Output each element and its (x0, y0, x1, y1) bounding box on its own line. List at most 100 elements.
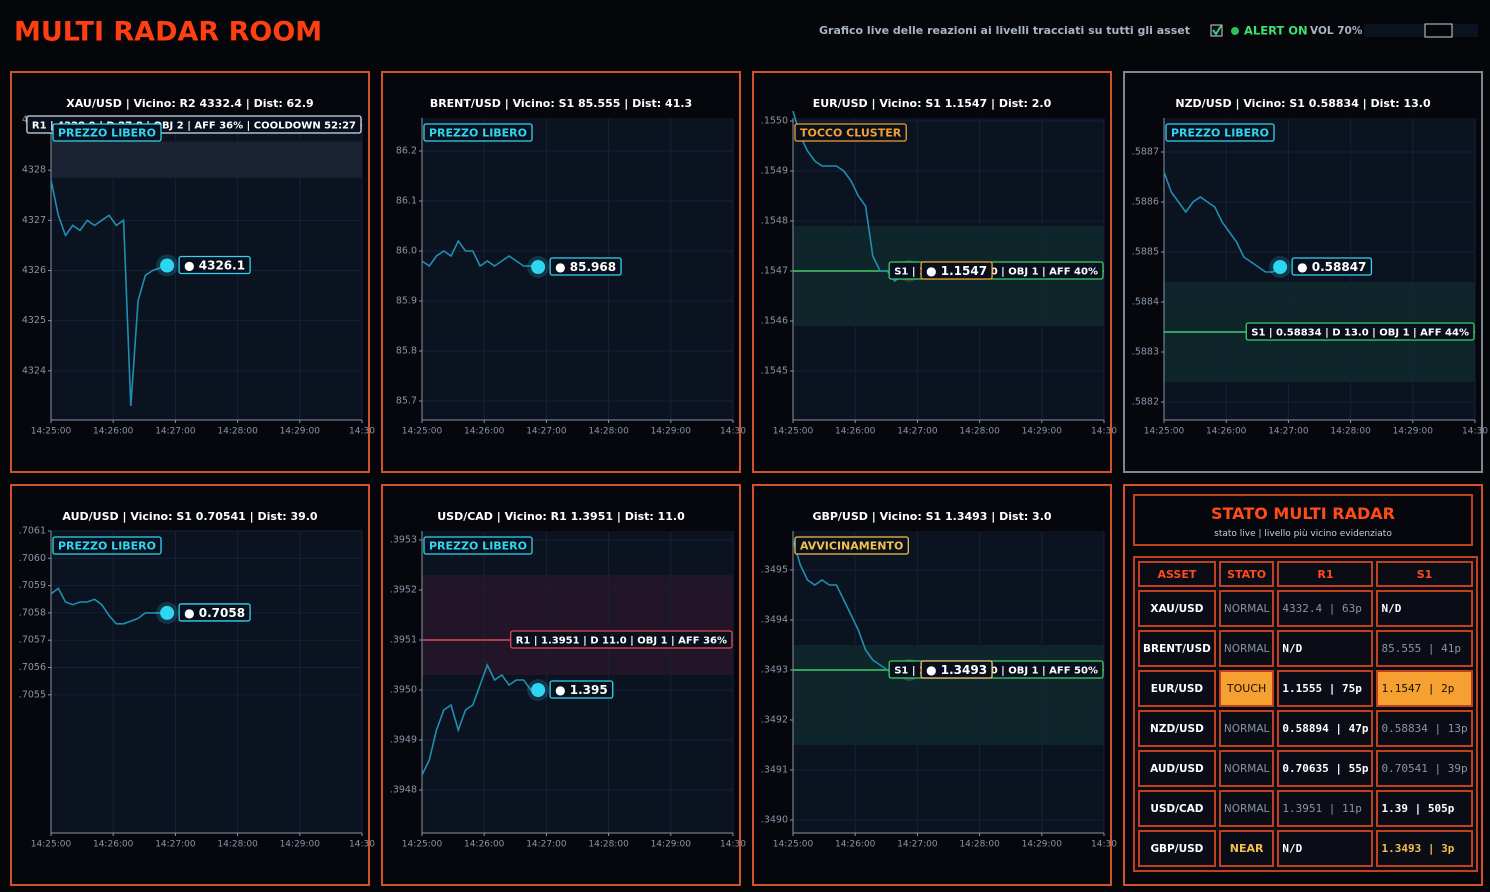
y-tick-label: .3951 (390, 635, 417, 646)
table-row: XAU/USD NORMAL 4332.4 | 63p N/D (1138, 590, 1473, 627)
table-row: EUR/USD TOUCH 1.1555 | 75p 1.1547 | 2p (1138, 670, 1473, 707)
y-tick-label: 85.8 (396, 346, 417, 357)
slider-thumb[interactable] (1424, 23, 1453, 38)
badge-box (52, 123, 162, 142)
volume-label: VOL 70% (1310, 25, 1363, 37)
badge: PREZZO LIBERO (1171, 127, 1269, 140)
y-tick-label: .1545 (761, 366, 788, 377)
alert-label: ALERT ON (1244, 24, 1308, 38)
table-cell: GBP/USD (1138, 830, 1216, 867)
y-tick-label: .7061 (19, 526, 46, 537)
price-marker (531, 260, 546, 274)
table-row: BRENT/USD NORMAL N/D 85.555 | 41p (1138, 630, 1473, 667)
table-cell: 1.3493 | 3p (1376, 830, 1473, 867)
marker-label: ● 85.968 (555, 260, 616, 274)
column-header: STATO (1218, 561, 1275, 587)
table-row: GBP/USD NEAR N/D 1.3493 | 3p (1138, 830, 1473, 867)
table-cell: N/D (1277, 630, 1374, 667)
table-cell: NORMAL (1218, 750, 1275, 787)
chart-title: EUR/USD | Vicino: S1 1.1547 | Dist: 2.0 (813, 97, 1052, 110)
level-label: S1 | 1.3493 | D 3.0 | OBJ 1 | AFF 50% (894, 666, 1098, 677)
x-tick-label: 14:25:00 (31, 840, 72, 850)
x-tick-label: 14:29:00 (1022, 840, 1063, 850)
x-tick-label: 14:27:00 (526, 427, 567, 437)
y-tick-label: .3953 (390, 535, 417, 546)
level-label-box (510, 630, 733, 649)
badge-box (794, 123, 907, 142)
x-tick-label: 14:27:00 (897, 427, 938, 437)
table-cell: NORMAL (1218, 710, 1275, 747)
column-header: R1 (1277, 561, 1374, 587)
chart-title: NZD/USD | Vicino: S1 0.58834 | Dist: 13.… (1175, 97, 1431, 110)
level-label: R1 | 4328.9 | D 27.8 | OBJ 2 | AFF 36% |… (32, 121, 356, 132)
table-cell: 0.58894 | 47p (1277, 710, 1374, 747)
marker-label: ● 1.1547 (926, 264, 987, 278)
table-cell: BRENT/USD (1138, 630, 1216, 667)
y-tick-label: .3494 (761, 615, 788, 626)
status-title: STATO MULTI RADAR (1210, 504, 1395, 523)
badge-box (1165, 123, 1275, 142)
status-title-box: STATO MULTI RADAR stato live | livello p… (1133, 494, 1473, 546)
y-tick-label: .3948 (390, 785, 417, 796)
badge: AVVICINAMENTO (800, 540, 903, 553)
y-tick-label: .3495 (761, 565, 788, 576)
y-tick-label: .7058 (19, 607, 46, 618)
y-tick-label: .1547 (761, 266, 788, 277)
x-tick-label: 14:25:00 (1144, 427, 1185, 437)
plot-area (51, 531, 362, 833)
y-tick-label: 4328 (22, 165, 46, 176)
table-cell: NORMAL (1218, 790, 1275, 827)
marker-label: ● 0.7058 (184, 606, 245, 620)
x-tick-label: 14:30 (349, 427, 375, 437)
chart-title: USD/CAD | Vicino: R1 1.3951 | Dist: 11.0 (437, 510, 685, 523)
table-cell: 1.39 | 505p (1376, 790, 1473, 827)
price-marker (531, 683, 546, 697)
marker-label-box (549, 680, 614, 699)
y-tick-label: .3491 (761, 765, 788, 776)
y-tick-label: .3490 (761, 815, 788, 826)
y-tick-label: 86.1 (396, 196, 417, 207)
table-cell: NORMAL (1218, 630, 1275, 667)
y-tick-label: .7057 (19, 635, 46, 646)
table-cell: 85.555 | 41p (1376, 630, 1473, 667)
y-tick-label: .3952 (390, 585, 417, 596)
x-tick-label: 14:26:00 (93, 427, 134, 437)
x-tick-label: 14:29:00 (651, 840, 692, 850)
table-row: NZD/USD NORMAL 0.58894 | 47p 0.58834 | 13p (1138, 710, 1473, 747)
x-tick-label: 14:28:00 (217, 427, 258, 437)
table-cell: 0.70541 | 39p (1376, 750, 1473, 787)
x-tick-label: 14:29:00 (1022, 427, 1063, 437)
badge: PREZZO LIBERO (429, 127, 527, 140)
chart-title: XAU/USD | Vicino: R2 4332.4 | Dist: 62.9 (66, 97, 313, 110)
y-tick-label: 4325 (22, 315, 46, 326)
x-tick-label: 14:26:00 (835, 427, 876, 437)
x-tick-label: 14:25:00 (773, 840, 814, 850)
x-tick-label: 14:28:00 (1330, 427, 1371, 437)
badge: PREZZO LIBERO (58, 127, 156, 140)
y-tick-label: .1548 (761, 216, 788, 227)
table-cell: XAU/USD (1138, 590, 1216, 627)
check-mark (1212, 25, 1222, 36)
x-tick-label: 14:27:00 (526, 840, 567, 850)
price-line (421, 662, 539, 776)
y-tick-label: 86.2 (396, 146, 417, 157)
table-cell: AUD/USD (1138, 750, 1216, 787)
table-cell: NORMAL (1218, 590, 1275, 627)
x-tick-label: 14:29:00 (1393, 427, 1434, 437)
table-row: USD/CAD NORMAL 1.3951 | 11p 1.39 | 505p (1138, 790, 1473, 827)
x-tick-label: 14:25:00 (773, 427, 814, 437)
table-cell: TOUCH (1218, 670, 1275, 707)
x-tick-label: 14:26:00 (464, 427, 505, 437)
volume-slider[interactable] (1364, 24, 1478, 37)
alert-checkbox[interactable] (1210, 24, 1223, 37)
table-row: AUD/USD NORMAL 0.70635 | 55p 0.70541 | 39p (1138, 750, 1473, 787)
x-tick-label: 14:27:00 (155, 427, 196, 437)
y-tick-label: .5885 (1132, 247, 1159, 258)
marker-label: ● 4326.1 (184, 258, 245, 272)
x-tick-label: 14:28:00 (588, 427, 629, 437)
x-tick-label: 14:26:00 (93, 840, 134, 850)
status-table: ASSET STATO R1 S1 XAU/USD NORMAL 4332.4 | 63p N… (1133, 556, 1478, 872)
y-tick-label: 4326 (22, 265, 46, 276)
